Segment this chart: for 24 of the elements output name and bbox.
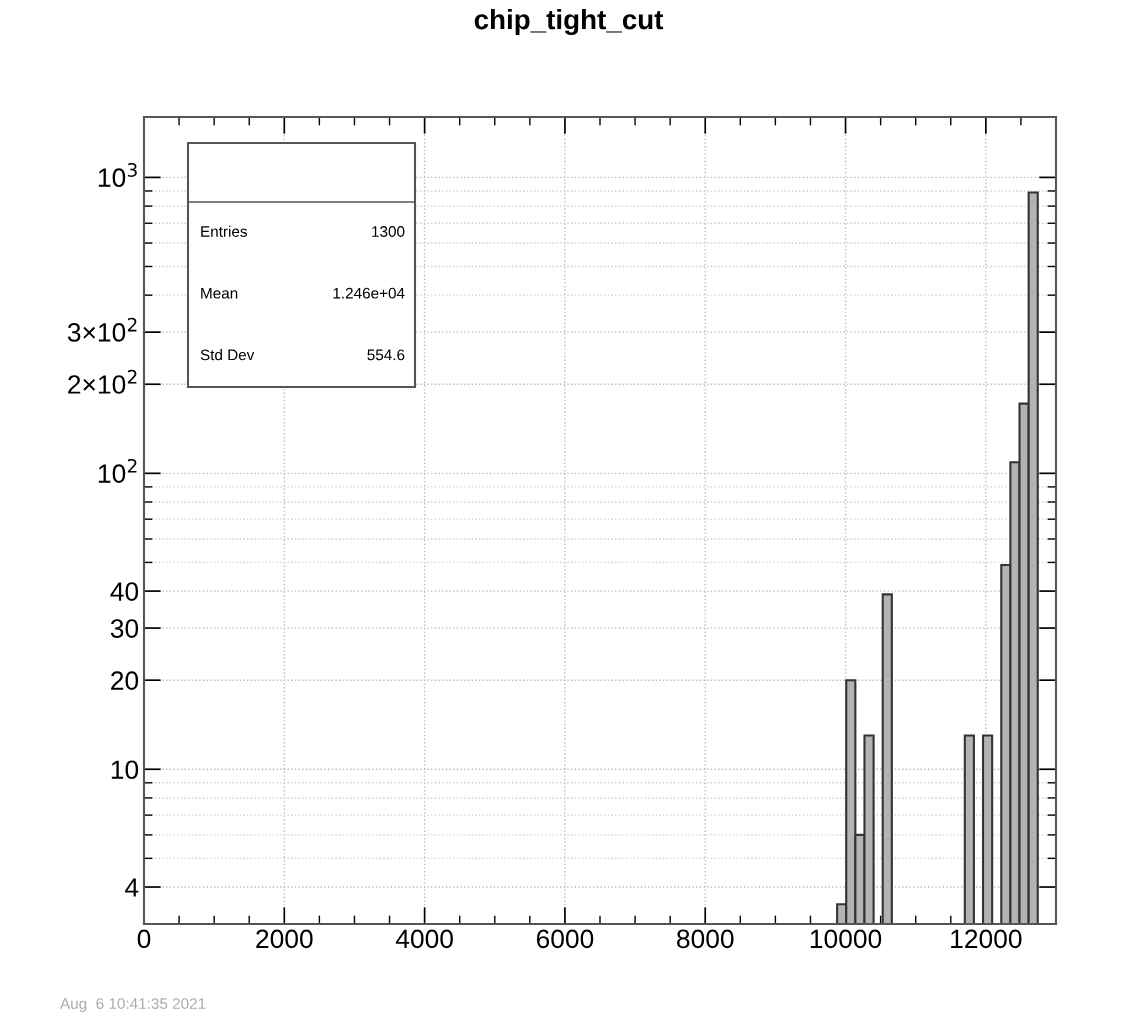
- y-tick-label: 2×10$^{2}$: [68, 369, 137, 394]
- annotation: Std Dev: [200, 349, 255, 361]
- x-tick-label: 4000: [395, 929, 453, 949]
- x-tick-label: 10000: [810, 929, 882, 949]
- y-tick-label: 10: [111, 760, 139, 780]
- x-tick-label: 6000: [536, 929, 594, 949]
- x-tick-label: 2000: [256, 929, 313, 949]
- annotation: 1300: [372, 226, 405, 237]
- y-tick-label: 4: [125, 878, 139, 897]
- annotation: 1.246e+04: [333, 287, 405, 299]
- annotation: Mean: [201, 287, 238, 299]
- y-tick-label: 20: [111, 671, 139, 690]
- x-tick-label: 0: [137, 929, 151, 949]
- annotation: Entries: [201, 225, 247, 237]
- y-tick-label: 30: [110, 619, 139, 638]
- y-tick-label: 10$^{3}$: [98, 162, 137, 188]
- x-tick-label: 8000: [677, 929, 734, 949]
- text: Aug 6 10:41:35 2021: [60, 998, 206, 1012]
- annotation: 554.6: [367, 349, 405, 361]
- chart-title: chip_tight_cut: [474, 8, 664, 36]
- y-tick-label: 3×10$^{2}$: [67, 317, 137, 342]
- y-tick-label: 10$^{2}$: [98, 458, 137, 483]
- x-tick-label: 12000: [951, 929, 1022, 949]
- y-tick-label: 40: [110, 582, 139, 601]
